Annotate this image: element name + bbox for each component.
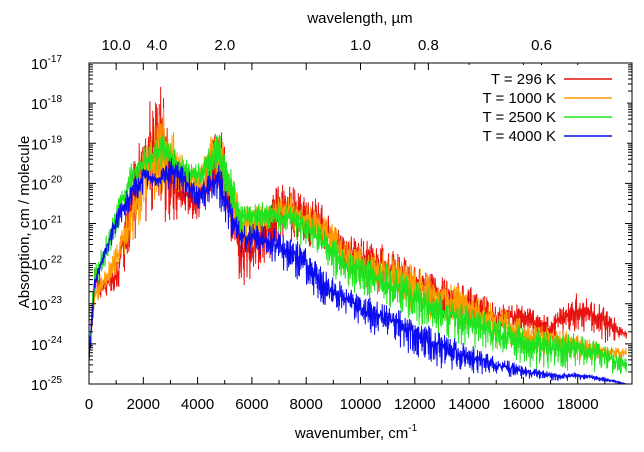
y-tick-label: 10-22: [31, 255, 63, 274]
top-tick-label: 1.0: [350, 37, 371, 54]
x-axis-top: 10.0 4.0 2.0 1.0 0.8 0.6: [102, 37, 552, 70]
y-tick-label: 10-23: [31, 295, 63, 314]
y-tick-label: 10-19: [31, 134, 63, 153]
x-tick-label: 8000: [290, 396, 323, 413]
top-tick-label: 2.0: [214, 37, 235, 54]
series-line-3: [89, 133, 628, 374]
legend-label: T = 296 K: [491, 71, 556, 88]
top-tick-label: 0.6: [531, 37, 552, 54]
x-axis-title-text: wavenumber, cm: [294, 425, 408, 442]
x-axis-title: wavenumber, cm-1: [294, 423, 418, 442]
x-tick-label: 12000: [394, 396, 436, 413]
x-tick-label: 18000: [557, 396, 599, 413]
x-tick-label: 0: [85, 396, 93, 413]
x-axis-bottom: 0 2000 4000 6000 8000 10000 12000 14000 16000 180…: [85, 63, 606, 413]
legend-label: T = 2500 K: [482, 109, 556, 126]
series-line-4: [89, 157, 627, 384]
y-tick-label: 10-25: [31, 375, 63, 394]
y-tick-label: 10-21: [31, 215, 63, 234]
top-tick-label: 10.0: [102, 37, 131, 54]
legend-label: T = 4000 K: [482, 128, 556, 145]
y-tick-label: 10-18: [31, 94, 63, 113]
x-axis-title-superscript: -1: [408, 423, 417, 434]
top-tick-label: 0.8: [418, 37, 439, 54]
y-tick-label: 10-24: [31, 335, 63, 354]
top-tick-label: 4.0: [146, 37, 167, 54]
y-axis-left: 10-25 10-24 10-23 10-22 10-21 10-20 10-19 10-18…: [31, 54, 632, 394]
y-tick-label: 10-20: [31, 174, 63, 193]
series-line-2: [89, 108, 628, 361]
x-tick-label: 2000: [127, 396, 160, 413]
y-tick-label: 10-17: [31, 54, 63, 73]
y-axis-title: Absorption, cm / molecule: [16, 136, 33, 309]
legend-label: T = 1000 K: [482, 90, 556, 107]
top-axis-title: wavelength, µm: [306, 10, 412, 27]
x-tick-label: 14000: [448, 396, 490, 413]
x-tick-label: 16000: [503, 396, 545, 413]
x-tick-label: 10000: [340, 396, 382, 413]
legend: T = 296 K T = 1000 K T = 2500 K T = 4000 K: [452, 65, 627, 145]
x-tick-label: 4000: [181, 396, 214, 413]
series-layer: [89, 86, 628, 384]
x-tick-label: 6000: [235, 396, 268, 413]
